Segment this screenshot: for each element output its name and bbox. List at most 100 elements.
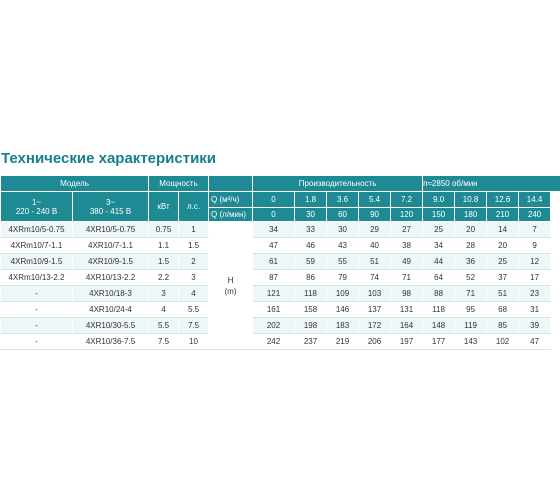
table-row: 4XRm10/13-2.2 4XR10/13-2.2 2.2 3 87 86 79 74 71 6…: [0, 269, 560, 286]
head-value-cell: 172: [358, 317, 392, 334]
head-value-cell: 23: [518, 285, 552, 302]
q-lmin-value: 150: [422, 207, 456, 222]
power-hp-cell: 3: [177, 269, 210, 286]
head-value-cell: 29: [358, 221, 392, 238]
head-label-cell: H (m): [208, 221, 254, 350]
kw-header: кВт: [148, 191, 179, 222]
head-value-cell: 237: [294, 333, 328, 350]
head-value-cell: 33: [294, 221, 328, 238]
head-value-cell: 161: [252, 301, 296, 318]
table-row: -4XR10/36-7.5 7.5 10 242 237 219 206 197 177 143 1…: [0, 333, 560, 350]
head-value-cell: 44: [422, 253, 456, 270]
power-hp-cell: 7.5: [177, 317, 210, 334]
power-hp-cell: 4: [177, 285, 210, 302]
head-value-cell: 9: [518, 237, 552, 254]
model-3phase-cell: 4XR10/9-1.5: [72, 253, 149, 270]
head-value-cell: 202: [252, 317, 296, 334]
power-kw-cell: 4: [148, 301, 179, 318]
power-kw-cell: 3: [148, 285, 179, 302]
table-row: 4XRm10/9-1.5 4XR10/9-1.5 1.5 2 61 59 55 51 49 44 3…: [0, 253, 560, 270]
model-1phase-cell: 4XRm10/13-2.2: [0, 269, 73, 286]
model-1phase-cell: 4XRm10/5-0.75: [0, 221, 73, 238]
q-lmin-value: 210: [486, 207, 520, 222]
head-value-cell: 61: [252, 253, 296, 270]
head-value-cell: 12: [518, 253, 552, 270]
head-value-cell: 177: [422, 333, 456, 350]
head-value-cell: 121: [252, 285, 296, 302]
power-hp-cell: 1.5: [177, 237, 210, 254]
spec-table: Модель Мощность Производительность n≈285…: [0, 175, 560, 350]
power-header: Мощность: [147, 175, 210, 192]
head-value-cell: 158: [294, 301, 328, 318]
q-m3-value: 5.4: [358, 191, 392, 208]
model-1phase-cell: -: [0, 301, 73, 318]
q-m3-value: 12.6: [486, 191, 520, 208]
head-value-cell: 27: [390, 221, 424, 238]
head-value-cell: 55: [326, 253, 360, 270]
head-value-cell: 119: [454, 317, 488, 334]
head-value-cell: 88: [422, 285, 456, 302]
table-row: 4XRm10/7-1.1 4XR10/7-1.1 1.1 1.5 47 46 43 40 38 3…: [0, 237, 560, 254]
q-lmin-value: 240: [518, 207, 552, 222]
head-value-cell: 98: [390, 285, 424, 302]
head-value-cell: 20: [486, 237, 520, 254]
q-m3-value: 0: [252, 191, 296, 208]
q-m3-value: 3.6: [326, 191, 360, 208]
model-header: Модель: [0, 175, 149, 192]
head-unit: (m): [224, 286, 237, 296]
power-kw-cell: 1.5: [148, 253, 179, 270]
q-m3-value: 1.8: [294, 191, 328, 208]
head-value-cell: 36: [454, 253, 488, 270]
head-value-cell: 39: [518, 317, 552, 334]
rpm-header: n≈2850 об/мин: [422, 175, 560, 192]
q-lmin-value: 0: [252, 207, 296, 222]
power-hp-cell: 1: [177, 221, 210, 238]
head-value-cell: 183: [326, 317, 360, 334]
head-value-cell: 103: [358, 285, 392, 302]
head-value-cell: 7: [518, 221, 552, 238]
phase1-header: 1~ 220 - 240 В: [0, 191, 73, 222]
model-3phase-cell: 4XR10/30-5.5: [72, 317, 149, 334]
power-kw-cell: 2.2: [148, 269, 179, 286]
q-m3-value: 9.0: [422, 191, 456, 208]
power-kw-cell: 7.5: [148, 333, 179, 350]
q-lmin-value: 30: [294, 207, 328, 222]
head-value-cell: 198: [294, 317, 328, 334]
head-value-cell: 43: [326, 237, 360, 254]
model-3phase-cell: 4XR10/13-2.2: [72, 269, 149, 286]
q-lmin-value: 60: [326, 207, 360, 222]
head-value-cell: 31: [518, 301, 552, 318]
head-value-cell: 71: [390, 269, 424, 286]
head-value-cell: 137: [358, 301, 392, 318]
power-hp-cell: 2: [177, 253, 210, 270]
head-value-cell: 51: [358, 253, 392, 270]
head-value-cell: 64: [422, 269, 456, 286]
head-value-cell: 219: [326, 333, 360, 350]
power-hp-cell: 10: [177, 333, 210, 350]
q-m3-value: 7.2: [390, 191, 424, 208]
head-value-cell: 71: [454, 285, 488, 302]
head-value-cell: 34: [252, 221, 296, 238]
head-value-cell: 85: [486, 317, 520, 334]
head-value-cell: 51: [486, 285, 520, 302]
head-value-cell: 20: [454, 221, 488, 238]
head-value-cell: 49: [390, 253, 424, 270]
table-header: Модель Мощность Производительность n≈285…: [0, 175, 560, 222]
table-row: -4XR10/30-5.5 5.5 7.5 202 198 183 172 164 148 119…: [0, 317, 560, 334]
model-1phase-cell: -: [0, 317, 73, 334]
head-value-cell: 38: [390, 237, 424, 254]
power-kw-cell: 5.5: [148, 317, 179, 334]
head-value-cell: 25: [486, 253, 520, 270]
head-value-cell: 28: [454, 237, 488, 254]
head-value-cell: 197: [390, 333, 424, 350]
performance-header: Производительность: [252, 175, 424, 192]
model-1phase-cell: -: [0, 333, 73, 350]
model-3phase-cell: 4XR10/24-4: [72, 301, 149, 318]
phase3-header: 3~ 380 - 415 В: [72, 191, 149, 222]
head-value-cell: 206: [358, 333, 392, 350]
model-3phase-cell: 4XR10/18-3: [72, 285, 149, 302]
q-m3-value: 14.4: [518, 191, 552, 208]
q-lmin-value: 180: [454, 207, 488, 222]
head-value-cell: 52: [454, 269, 488, 286]
head-value-cell: 25: [422, 221, 456, 238]
